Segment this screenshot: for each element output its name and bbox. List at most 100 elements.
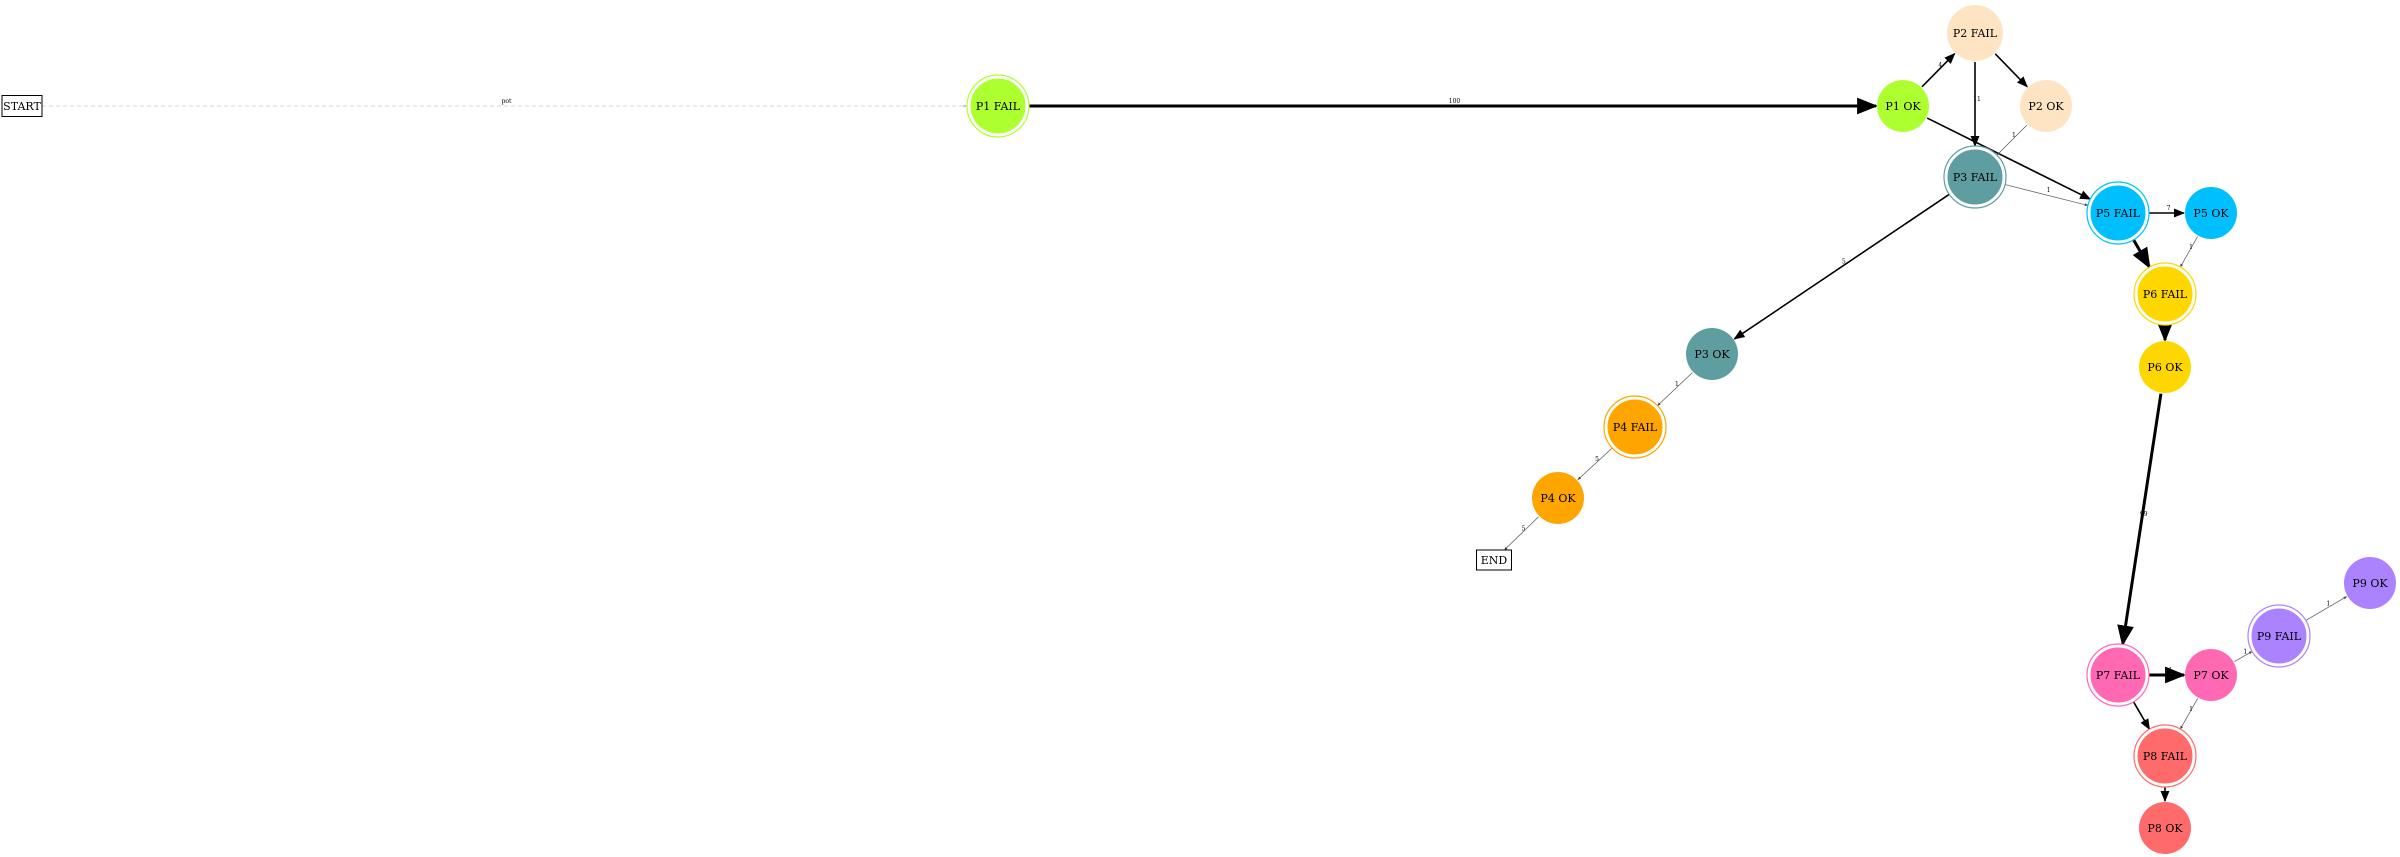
- edge-line: [2132, 239, 2151, 270]
- node-circle: [2089, 184, 2147, 242]
- edge-label: 1: [2189, 706, 2193, 713]
- edge-label: 4: [1938, 62, 1942, 69]
- edge-p1ok-to-p2fail: 4: [1921, 52, 1956, 88]
- node-label: P2 OK: [2028, 100, 2064, 113]
- edge-p4ok-to-end: 5: [1504, 516, 1539, 551]
- nodes-layer: START END P1 FAIL P1 OK P2 FAIL P2 OK P3 FAIL P…: [1, 5, 2396, 854]
- node-label: P2 FAIL: [1953, 27, 1998, 40]
- edge-p6ok-to-p7fail: 99: [2117, 393, 2163, 647]
- edge-p9fail-to-p9ok: 1: [2305, 596, 2347, 621]
- edge-label: 5: [1842, 259, 1846, 266]
- node-label: P8 OK: [2147, 822, 2183, 835]
- edge-label: 11: [1973, 96, 1981, 103]
- node-label: END: [1481, 554, 1508, 567]
- node-p7ok[interactable]: P7 OK: [2185, 649, 2237, 701]
- node-circle: [2136, 265, 2194, 323]
- edge-line: [2004, 184, 2089, 207]
- node-p5fail[interactable]: P5 FAIL: [2086, 181, 2150, 245]
- edge-p5ok-to-p6fail: 1: [2180, 236, 2198, 268]
- node-circle: [1946, 148, 2004, 206]
- node-p1ok[interactable]: P1 OK: [1877, 80, 1929, 132]
- node-p8fail[interactable]: P8 FAIL: [2133, 724, 2197, 788]
- node-circle: [1947, 5, 2003, 61]
- node-label: P3 FAIL: [1953, 171, 1998, 184]
- node-circle: [1606, 398, 1664, 456]
- edge-p7ok-to-p8fail: 1: [2180, 698, 2198, 730]
- edge-label: 5: [1522, 525, 1526, 532]
- node-label: P9 FAIL: [2257, 630, 2302, 643]
- node-label: P7 FAIL: [2096, 669, 2141, 682]
- node-circle: [2250, 607, 2308, 665]
- edge-label: 7: [2167, 205, 2171, 212]
- node-label: P6 OK: [2147, 361, 2183, 374]
- edge-label: 99: [2140, 511, 2148, 518]
- node-label: P4 FAIL: [1613, 421, 1658, 434]
- node-label: P9 OK: [2352, 577, 2388, 590]
- edge-p5fail-to-p6fail: [2132, 239, 2151, 270]
- edge-line: [2180, 236, 2198, 268]
- node-circle: [2185, 187, 2237, 239]
- node-circle: [2139, 802, 2191, 854]
- node-label: P4 OK: [1540, 492, 1576, 505]
- node-circle: [1532, 472, 1584, 524]
- edge-line: [1657, 372, 1693, 406]
- edge-label: 1: [2012, 132, 2016, 139]
- node-p1fail[interactable]: P1 FAIL: [966, 74, 1030, 138]
- edge-label: pot: [502, 98, 512, 105]
- edge-line: [2180, 698, 2198, 730]
- edge-p5fail-to-p5ok: 7: [2149, 205, 2186, 218]
- node-circle: [2185, 649, 2237, 701]
- node-p4ok[interactable]: P4 OK: [1532, 472, 1584, 524]
- node-p4fail[interactable]: P4 FAIL: [1603, 395, 1667, 459]
- edge-p2fail-to-p2ok: [1994, 53, 2028, 88]
- edge-p3fail-to-p3ok: 5: [1733, 193, 1950, 340]
- edge-label: 100: [1449, 98, 1461, 105]
- node-circle: [969, 77, 1027, 135]
- node-p6fail[interactable]: P6 FAIL: [2133, 262, 2197, 326]
- edge-line: [2234, 651, 2253, 662]
- edge-label: 1: [2047, 187, 2051, 194]
- node-p8ok[interactable]: P8 OK: [2139, 802, 2191, 854]
- edge-p3fail-to-p5fail: 1: [2004, 184, 2089, 207]
- edge-p2ok-to-p3fail: 1: [1996, 124, 2028, 156]
- edge-p1ok-to-p5fail: [1926, 117, 2092, 200]
- node-p9ok[interactable]: P9 OK: [2344, 557, 2396, 609]
- node-circle: [2020, 80, 2072, 132]
- node-end[interactable]: END: [1476, 549, 1512, 571]
- node-p7fail[interactable]: P7 FAIL: [2086, 643, 2150, 707]
- node-label: P5 OK: [2193, 207, 2229, 220]
- edge-line: [1733, 193, 1950, 340]
- edge-start-to-p1fail: pot: [42, 98, 968, 108]
- edge-p3ok-to-p4fail: 1: [1657, 372, 1693, 406]
- edge-line: [1921, 52, 1956, 88]
- node-label: P1 OK: [1885, 100, 1921, 113]
- node-circle: [2089, 646, 2147, 704]
- node-box: [1476, 549, 1512, 571]
- edge-line: [1504, 516, 1539, 551]
- edge-label: 1: [2326, 600, 2330, 607]
- edge-line: [1994, 53, 2028, 88]
- node-circle: [1686, 328, 1738, 380]
- node-circle: [2139, 341, 2191, 393]
- node-p9fail[interactable]: P9 FAIL: [2247, 604, 2311, 668]
- node-label: P1 FAIL: [976, 100, 1021, 113]
- node-p6ok[interactable]: P6 OK: [2139, 341, 2191, 393]
- node-p3fail[interactable]: P3 FAIL: [1943, 145, 2007, 209]
- edge-label: 1: [2189, 244, 2193, 251]
- edge-p2fail-to-p3fail: 11: [1970, 62, 1981, 148]
- edge-line: [2305, 596, 2347, 621]
- node-circle: [1877, 80, 1929, 132]
- edge-p7fail-to-p7ok: 11: [2149, 666, 2187, 684]
- edge-label: 1: [1675, 381, 1679, 388]
- node-p3ok[interactable]: P3 OK: [1686, 328, 1738, 380]
- node-p2fail[interactable]: P2 FAIL: [1947, 5, 2003, 61]
- edge-line: [2132, 701, 2151, 731]
- node-label: START: [3, 100, 41, 113]
- edge-p7ok-to-p9fail: 1: [2234, 648, 2253, 662]
- node-p2ok[interactable]: P2 OK: [2020, 80, 2072, 132]
- node-label: P5 FAIL: [2096, 207, 2141, 220]
- node-p5ok[interactable]: P5 OK: [2185, 187, 2237, 239]
- node-start[interactable]: START: [1, 95, 43, 117]
- edge-line: [2117, 393, 2163, 647]
